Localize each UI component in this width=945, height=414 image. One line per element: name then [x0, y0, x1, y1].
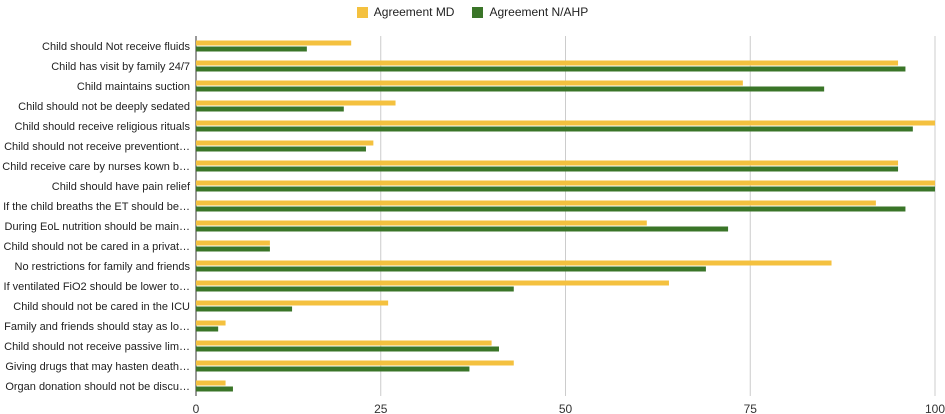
bar-agreement-nahp	[196, 346, 499, 352]
category-label: Child should not be cared in the ICU	[13, 301, 190, 313]
category-label: No restrictions for family and friends	[15, 261, 191, 273]
bar-agreement-nahp	[196, 286, 514, 292]
category-label: Child maintains suction	[77, 81, 190, 93]
x-tick-label: 0	[193, 402, 200, 414]
bar-agreement-nahp	[196, 386, 233, 392]
bar-agreement-md	[196, 140, 374, 146]
bar-agreement-nahp	[196, 166, 899, 172]
bar-agreement-nahp	[196, 126, 913, 132]
bar-agreement-nahp	[196, 146, 366, 152]
category-label: Child should Not receive fluids	[42, 41, 190, 53]
legend-item-nahp[interactable]: Agreement N/AHP	[472, 5, 588, 19]
legend-label-nahp: Agreement N/AHP	[489, 5, 589, 19]
bar-agreement-nahp	[196, 186, 935, 192]
bar-agreement-nahp	[196, 86, 825, 92]
legend-item-md[interactable]: Agreement MD	[356, 5, 455, 19]
bar-agreement-nahp	[196, 306, 293, 312]
category-label: Child should receive religious rituals	[15, 121, 191, 133]
category-label: Child should not be cared in a privat…	[4, 241, 191, 253]
bar-agreement-nahp	[196, 206, 906, 212]
category-label: Family and friends should stay as lo…	[4, 321, 190, 333]
x-tick-label: 50	[559, 402, 573, 414]
category-label: During EoL nutrition should be main…	[5, 221, 190, 233]
category-label: If ventilated FiO2 should be lower to…	[4, 281, 190, 293]
legend-swatch-nahp	[472, 6, 484, 18]
bar-agreement-md	[196, 120, 935, 126]
bar-agreement-md	[196, 60, 899, 66]
category-label: Organ donation should not be discu…	[5, 381, 190, 393]
bar-agreement-md	[196, 240, 270, 246]
x-tick-label: 75	[744, 402, 758, 414]
bar-agreement-md	[196, 260, 832, 266]
x-tick-label: 25	[374, 402, 388, 414]
bar-agreement-md	[196, 160, 899, 166]
bar-agreement-nahp	[196, 326, 219, 332]
bar-agreement-md	[196, 80, 743, 86]
category-label: If the child breaths the ET should be…	[3, 201, 190, 213]
category-label: Giving drugs that may hasten death…	[5, 361, 190, 373]
bar-agreement-md	[196, 360, 514, 366]
bar-agreement-nahp	[196, 66, 906, 72]
bar-agreement-md	[196, 380, 226, 386]
category-label: Child has visit by family 24/7	[51, 61, 190, 73]
category-label: Child should not receive preventiont…	[4, 141, 190, 153]
bar-agreement-md	[196, 280, 669, 286]
bar-agreement-nahp	[196, 106, 344, 112]
bar-agreement-md	[196, 300, 389, 306]
x-tick-label: 100	[925, 402, 945, 414]
category-label: Child should not be deeply sedated	[18, 101, 190, 113]
bar-agreement-nahp	[196, 226, 729, 232]
bar-agreement-md	[196, 340, 492, 346]
legend-label-md: Agreement MD	[373, 5, 455, 19]
chart-legend: Agreement MD Agreement N/AHP	[0, 4, 945, 20]
bar-agreement-md	[196, 200, 876, 206]
category-label: Child should have pain relief	[52, 181, 191, 193]
bar-agreement-nahp	[196, 366, 470, 372]
legend-swatch-md	[356, 6, 368, 18]
category-label: Child receive care by nurses kown b…	[2, 161, 190, 173]
category-label: Child should not receive passive lim…	[4, 341, 190, 353]
bar-agreement-md	[196, 40, 352, 46]
bar-agreement-md	[196, 100, 396, 106]
bar-agreement-md	[196, 220, 647, 226]
bar-agreement-md	[196, 320, 226, 326]
bar-agreement-nahp	[196, 246, 270, 252]
bar-agreement-nahp	[196, 46, 307, 52]
bar-agreement-nahp	[196, 266, 706, 272]
bar-agreement-md	[196, 180, 935, 186]
